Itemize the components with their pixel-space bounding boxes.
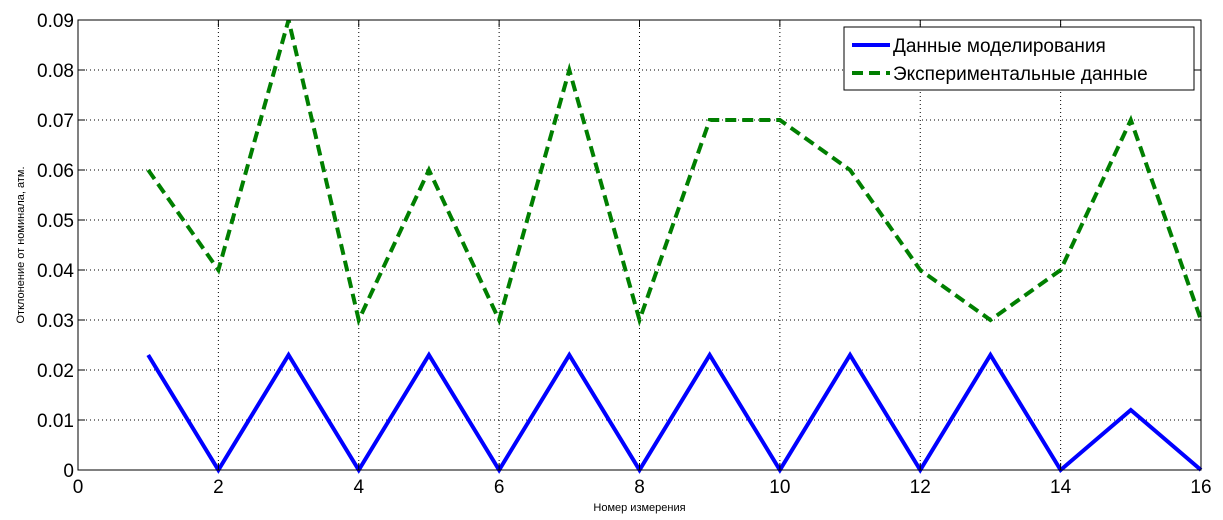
series-lines bbox=[146, 19, 1203, 474]
y-tick-label: 0.08 bbox=[37, 61, 74, 82]
y-tick-label: 0.03 bbox=[37, 311, 74, 332]
x-tick-label: 0 bbox=[73, 477, 84, 498]
tick-labels: 0 2 4 6 8 10 12 14 16 0 0.01 0.02 0.03 0.04 0.05 0.06 0.… bbox=[37, 11, 1212, 498]
x-tick-label: 12 bbox=[910, 477, 931, 498]
y-axis-label: Отклонение от номинала, атм. bbox=[15, 166, 27, 323]
x-axis-label: Номер измерения bbox=[593, 502, 685, 514]
y-tick-label: 0.07 bbox=[37, 111, 74, 132]
y-tick-label: 0.04 bbox=[37, 261, 74, 282]
y-tick-label: 0.05 bbox=[37, 211, 74, 232]
series-line-2 bbox=[146, 19, 1203, 327]
series-line-1 bbox=[146, 351, 1203, 474]
x-tick-label: 16 bbox=[1190, 477, 1211, 498]
x-tick-label: 8 bbox=[634, 477, 645, 498]
x-tick-label: 6 bbox=[494, 477, 505, 498]
x-tick-label: 2 bbox=[213, 477, 224, 498]
y-tick-label: 0 bbox=[63, 461, 74, 482]
axis-ticks bbox=[77, 19, 1202, 471]
x-tick-label: 10 bbox=[769, 477, 790, 498]
grid-lines bbox=[78, 20, 1201, 470]
legend-entry-1: Данные моделирования bbox=[893, 36, 1106, 57]
legend-entry-2: Экспериментальные данные bbox=[893, 64, 1148, 85]
y-tick-label: 0.01 bbox=[37, 411, 74, 432]
y-tick-label: 0.09 bbox=[37, 11, 74, 32]
x-tick-label: 4 bbox=[353, 477, 364, 498]
y-tick-label: 0.02 bbox=[37, 361, 74, 382]
legend: Данные моделирования Экспериментальные да… bbox=[843, 26, 1195, 91]
x-tick-label: 14 bbox=[1050, 477, 1072, 498]
y-tick-label: 0.06 bbox=[37, 161, 74, 182]
legend-box bbox=[843, 26, 1195, 91]
